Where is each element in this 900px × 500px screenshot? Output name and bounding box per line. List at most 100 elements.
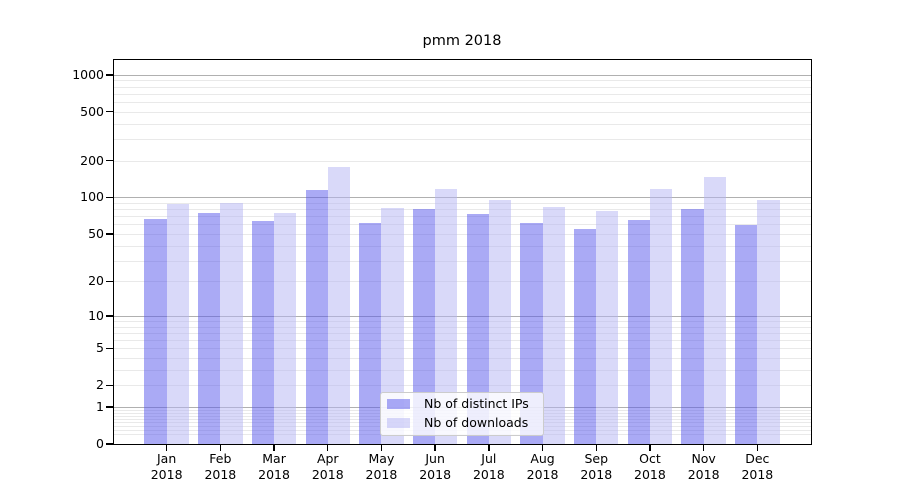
x-axis-tick-label: Jun 2018 (419, 451, 452, 482)
y-axis-tick (106, 74, 113, 76)
x-axis-tick (434, 444, 436, 451)
grid-line-major (113, 74, 811, 76)
x-axis-tick (702, 444, 705, 451)
y-axis-tick (106, 443, 113, 445)
x-axis-tick (380, 444, 383, 451)
grid-line-minor (113, 340, 811, 342)
x-axis-tick (756, 444, 759, 451)
bar-downloads (703, 177, 726, 444)
grid-line-minor (113, 139, 811, 141)
grid-line-minor (113, 216, 811, 218)
x-axis-tick (595, 444, 597, 451)
bar-downloads (220, 202, 243, 444)
bar-layer (113, 60, 810, 444)
grid-line-minor (113, 111, 811, 113)
y-axis-tick-label: 1 (96, 398, 104, 414)
bar-distinct-ips (735, 225, 758, 444)
y-axis-tick (106, 315, 113, 317)
x-axis-tick-label: Jul 2018 (472, 451, 505, 482)
grid-line-major (113, 197, 811, 199)
x-axis-tick (649, 444, 651, 451)
grid-line-minor (113, 102, 811, 104)
bar-distinct-ips (251, 220, 275, 444)
bar-distinct-ips (359, 223, 382, 444)
y-axis-tick (106, 280, 113, 282)
y-axis-tick-label: 500 (80, 103, 104, 119)
y-axis-tick-label: 100 (80, 189, 104, 205)
x-axis-tick-label: Nov 2018 (687, 451, 720, 482)
y-axis-tick (106, 196, 113, 199)
grid-line-major (113, 315, 811, 317)
grid-line-minor (113, 80, 811, 82)
grid-line-minor (113, 385, 811, 387)
y-axis-tick (106, 233, 113, 235)
y-axis-tick-label: 2 (96, 377, 104, 393)
x-axis-tick (541, 444, 544, 451)
x-axis-tick (327, 444, 329, 451)
bar-distinct-ips (520, 223, 543, 444)
y-axis-tick (106, 347, 113, 349)
x-axis-tick-label: Oct 2018 (634, 451, 666, 482)
x-axis-tick (219, 444, 222, 451)
y-axis-tick (106, 406, 113, 408)
grid-line-minor (113, 209, 811, 211)
legend-label-downloads: Nb of downloads (424, 414, 529, 430)
bar-distinct-ips (144, 219, 167, 444)
grid-line-minor (113, 123, 811, 125)
bar-downloads (757, 200, 780, 444)
y-axis-tick-label: 20 (88, 273, 104, 289)
grid-line-minor (113, 260, 811, 262)
x-axis-tick (488, 444, 490, 451)
grid-line-minor (113, 320, 811, 322)
grid-line-minor (113, 233, 811, 235)
bar-distinct-ips (466, 214, 489, 444)
y-axis-tick-label: 10 (88, 307, 104, 323)
grid-line-minor (113, 332, 811, 334)
x-axis-tick-label: Feb 2018 (204, 451, 237, 482)
grid-line-minor (113, 245, 811, 247)
bar-downloads (488, 199, 512, 444)
y-axis-tick-label: 5 (96, 340, 104, 356)
bar-downloads (649, 189, 673, 444)
legend-item-distinct-ips: Nb of distinct IPs (387, 397, 543, 411)
bar-downloads (596, 210, 619, 444)
legend-swatch-downloads (387, 417, 410, 428)
grid-line-minor (113, 348, 811, 350)
grid-line-minor (113, 326, 811, 328)
bar-distinct-ips (627, 220, 650, 444)
grid-line-minor (113, 224, 811, 226)
y-axis-tick (106, 111, 113, 113)
legend: Nb of distinct IPs Nb of downloads (380, 391, 544, 436)
bar-downloads (166, 204, 189, 444)
bar-downloads (381, 207, 404, 444)
y-axis-tick-label: 200 (80, 152, 104, 168)
bar-distinct-ips (198, 212, 221, 444)
x-axis-tick-label: May 2018 (365, 451, 398, 482)
legend-label-distinct-ips: Nb of distinct IPs (424, 396, 529, 412)
grid-line-minor (113, 202, 811, 204)
bar-downloads (542, 207, 565, 444)
grid-line-minor (113, 281, 811, 283)
bar-downloads (435, 188, 458, 444)
legend-swatch-distinct-ips (387, 399, 410, 410)
y-axis-tick-label: 0 (96, 436, 104, 451)
x-axis-tick (273, 444, 275, 451)
y-axis-tick (106, 384, 113, 386)
bar-distinct-ips (681, 209, 704, 444)
chart-title: pmm 2018 (422, 33, 502, 49)
bar-downloads (327, 167, 350, 444)
x-axis-tick-label: Apr 2018 (311, 451, 344, 482)
grid-line-minor (113, 93, 811, 95)
y-axis-tick-label: 1000 (72, 66, 104, 82)
legend-item-downloads: Nb of downloads (387, 414, 543, 430)
x-axis-tick (165, 444, 168, 451)
grid-line-minor (113, 369, 811, 371)
grid-line-minor (113, 86, 811, 88)
x-axis-tick-label: Sep 2018 (580, 451, 613, 482)
x-axis-tick-label: Dec 2018 (741, 451, 774, 482)
grid-line-minor (113, 357, 811, 359)
bar-distinct-ips (412, 209, 436, 444)
x-axis-tick-label: Jan 2018 (150, 451, 183, 482)
x-axis-tick-label: Aug 2018 (526, 451, 559, 482)
